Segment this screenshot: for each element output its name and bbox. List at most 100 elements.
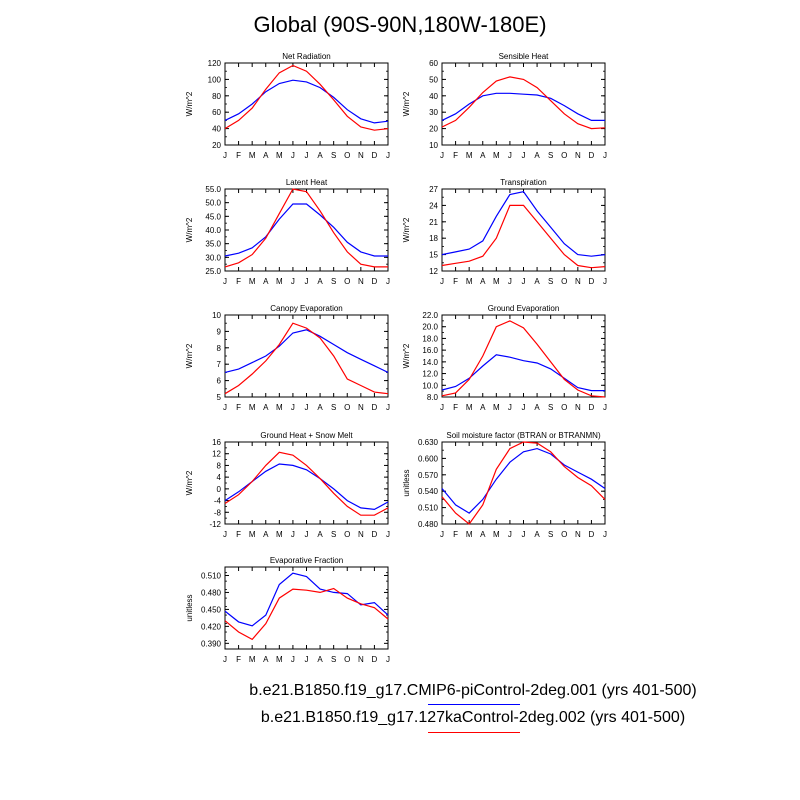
y-tick-label: 0.630 (418, 438, 439, 447)
y-tick-label: 4 (217, 473, 222, 482)
x-tick-label: F (453, 277, 458, 286)
series-line-2 (224, 322, 389, 395)
y-tick-label: 8 (217, 344, 222, 353)
x-tick-label: A (534, 530, 540, 539)
x-tick-label: M (276, 151, 283, 160)
x-tick-label: A (317, 655, 323, 664)
x-tick-label: J (305, 403, 309, 412)
x-tick-label: A (534, 151, 540, 160)
y-tick-label: 40 (429, 92, 438, 101)
y-tick-label: 24 (429, 201, 438, 210)
plot-frame (441, 62, 606, 146)
x-tick-label: F (236, 151, 241, 160)
x-tick-label: S (331, 655, 336, 664)
series-line-1 (441, 92, 605, 122)
plot-frame (441, 188, 606, 272)
y-tick-label: 27 (429, 185, 438, 194)
legend-line-2 (428, 732, 520, 733)
y-tick-label: 18 (429, 234, 438, 243)
series-line-1 (224, 79, 389, 124)
series-line-1 (441, 354, 605, 392)
y-tick-label: -8 (214, 508, 222, 517)
x-tick-label: A (317, 403, 323, 412)
panel-title: Ground Evaporation (488, 304, 560, 313)
x-tick-label: A (317, 530, 323, 539)
x-tick-label: A (480, 403, 486, 412)
x-tick-label: O (344, 403, 350, 412)
panel-title: Sensible Heat (499, 52, 550, 61)
series-line-2 (441, 441, 606, 525)
x-tick-label: S (548, 403, 553, 412)
x-tick-label: O (344, 151, 350, 160)
y-tick-label: 21 (429, 218, 438, 227)
x-tick-label: F (236, 277, 241, 286)
y-tick-label: 12 (212, 450, 221, 459)
y-tick-label: 30.0 (205, 253, 221, 262)
x-tick-label: F (236, 403, 241, 412)
x-tick-label: J (291, 151, 295, 160)
series-line-2 (224, 64, 389, 131)
x-tick-label: J (305, 277, 309, 286)
x-tick-label: J (508, 277, 512, 286)
y-tick-label: 40 (212, 125, 221, 134)
x-tick-label: J (291, 403, 295, 412)
x-tick-label: N (575, 277, 581, 286)
x-tick-label: M (466, 151, 473, 160)
x-tick-label: A (480, 530, 486, 539)
x-tick-label: D (372, 530, 378, 539)
x-tick-label: O (561, 151, 567, 160)
x-tick-label: F (453, 403, 458, 412)
x-tick-label: M (249, 655, 256, 664)
y-tick-label: 5 (217, 393, 222, 402)
x-tick-label: M (466, 403, 473, 412)
y-tick-label: 22.0 (422, 311, 438, 320)
x-tick-label: J (508, 530, 512, 539)
series-line-2 (441, 76, 606, 130)
x-tick-label: J (223, 655, 227, 664)
x-tick-label: A (317, 277, 323, 286)
x-tick-label: A (263, 277, 269, 286)
y-tick-label: 10 (429, 141, 438, 150)
y-tick-label: 20.0 (422, 323, 438, 332)
x-tick-label: D (589, 151, 595, 160)
x-tick-label: O (561, 277, 567, 286)
x-tick-label: J (522, 403, 526, 412)
x-tick-label: M (466, 277, 473, 286)
x-tick-label: N (575, 530, 581, 539)
y-tick-label: 20 (212, 141, 221, 150)
y-axis-label: W/m^2 (185, 91, 194, 116)
x-tick-label: N (358, 403, 364, 412)
y-axis-label: W/m^2 (402, 217, 411, 242)
y-tick-label: 50 (429, 75, 438, 84)
x-tick-label: J (223, 403, 227, 412)
series-line-2 (441, 204, 606, 269)
x-tick-label: S (331, 277, 336, 286)
y-tick-label: 12.0 (422, 370, 438, 379)
x-tick-label: O (344, 655, 350, 664)
x-tick-label: J (305, 151, 309, 160)
y-tick-label: 120 (208, 59, 222, 68)
x-tick-label: J (386, 655, 390, 664)
x-tick-label: J (603, 151, 607, 160)
plot-frame (224, 566, 389, 650)
plot-frame (224, 62, 389, 146)
y-tick-label: 60 (212, 108, 221, 117)
x-tick-label: M (249, 277, 256, 286)
x-tick-label: D (372, 403, 378, 412)
y-tick-label: 55.0 (205, 185, 221, 194)
x-tick-label: M (493, 151, 500, 160)
y-tick-label: 0.510 (201, 571, 222, 580)
x-tick-label: M (276, 403, 283, 412)
y-axis-label: W/m^2 (185, 217, 194, 242)
y-tick-label: 18.0 (422, 334, 438, 343)
x-tick-label: J (386, 277, 390, 286)
panel-title: Canopy Evaporation (270, 304, 343, 313)
series-line-2 (441, 320, 606, 398)
x-tick-label: J (603, 403, 607, 412)
plot-frame (224, 188, 389, 272)
x-tick-label: J (305, 655, 309, 664)
x-tick-label: S (548, 530, 553, 539)
y-tick-label: 0.570 (418, 471, 439, 480)
